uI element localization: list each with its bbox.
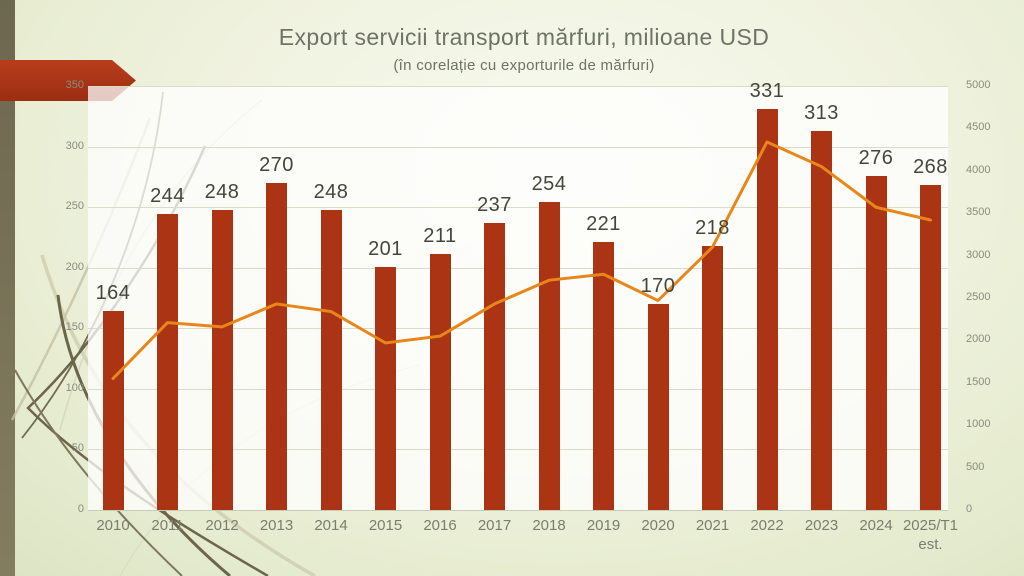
- x-axis-label: 2022: [750, 517, 784, 534]
- x-axis-label: 2012: [205, 517, 239, 534]
- right-axis-tick: 0: [966, 503, 973, 515]
- x-axis-label: 2015: [368, 517, 403, 534]
- bar-2010: [102, 311, 124, 510]
- x-axis-label: 2017: [477, 517, 512, 534]
- bar-value-label: 276: [858, 146, 894, 169]
- bar-value-label: 268: [913, 156, 948, 179]
- x-axis-label: 2023: [804, 517, 839, 534]
- bar-value-label: 331: [749, 80, 785, 103]
- left-axis-tick: 250: [65, 200, 84, 213]
- gridline: [88, 510, 948, 511]
- left-axis-tick: 200: [65, 260, 84, 273]
- x-axis-label: 2021: [695, 517, 730, 534]
- bar-2022: [756, 109, 778, 510]
- bar-value-label: 254: [531, 173, 567, 196]
- bar-value-label: 170: [640, 275, 676, 298]
- bar-value-label: 218: [695, 216, 730, 239]
- gridline: [88, 388, 948, 390]
- bar-value-label: 248: [204, 180, 240, 203]
- bar-2024: [865, 175, 887, 510]
- right-axis-tick: 2500: [966, 291, 991, 303]
- left-strip: [0, 0, 15, 576]
- bar-value-label: 164: [95, 282, 131, 305]
- left-axis-tick: 100: [65, 381, 84, 394]
- left-axis-tick: 50: [71, 442, 84, 455]
- x-axis-label: 2019: [586, 517, 621, 534]
- gridline: [88, 449, 948, 451]
- bar-2025/T1: [920, 185, 941, 510]
- bar-2015: [375, 266, 396, 510]
- x-axis-label: 2013: [259, 517, 294, 534]
- left-axis-tick: 300: [65, 139, 84, 152]
- bar-value-label: 313: [804, 101, 839, 124]
- bar-value-label: 221: [586, 213, 621, 236]
- bar-value-label: 237: [477, 193, 512, 216]
- x-axis-label: 2011: [151, 517, 184, 534]
- left-axis-tick: 350: [65, 79, 84, 91]
- bar-2013: [266, 182, 287, 510]
- right-axis-tick: 500: [966, 460, 985, 473]
- bar-2017: [484, 222, 505, 510]
- bar-value-label: 248: [313, 180, 349, 203]
- x-axis-label: 2014: [314, 517, 348, 534]
- title-block: Export servicii transport mărfuri, milio…: [112, 24, 936, 74]
- bar-value-label: 244: [150, 185, 185, 208]
- left-axis-tick: 0: [77, 503, 84, 515]
- bar-2019: [593, 242, 614, 510]
- bar-2021: [702, 245, 723, 510]
- bar-2018: [538, 202, 560, 510]
- x-axis-label: 2018: [532, 517, 566, 534]
- bar-2020: [647, 304, 669, 510]
- x-axis-label: 2024: [859, 517, 893, 534]
- bar-2023: [811, 130, 832, 510]
- bar-2016: [429, 254, 451, 510]
- right-axis-tick: 1500: [966, 375, 991, 388]
- x-axis-label: 2010: [96, 517, 130, 534]
- bar-value-label: 201: [368, 237, 403, 260]
- x-axis-label: 2025/T1 est.: [902, 517, 959, 553]
- chart-subtitle: (în corelație cu exporturile de mărfuri): [393, 57, 655, 74]
- bar-value-label: 211: [423, 225, 457, 248]
- x-axis-label: 2020: [641, 517, 675, 534]
- bar-2014: [320, 209, 342, 510]
- right-axis-tick: 1000: [966, 418, 991, 431]
- right-axis-tick: 3500: [966, 206, 991, 219]
- right-axis-tick: 2000: [966, 333, 991, 346]
- left-axis-tick: 150: [65, 321, 84, 334]
- x-axis-label: 2016: [423, 517, 457, 534]
- right-axis-tick: 3000: [966, 248, 991, 261]
- right-axis-tick: 4500: [966, 121, 991, 134]
- gridline: [88, 86, 948, 87]
- right-axis-tick: 4000: [966, 163, 991, 176]
- chart-title: Export servicii transport mărfuri, milio…: [278, 24, 770, 50]
- bar-2011: [157, 214, 178, 510]
- bar-2012: [211, 209, 233, 510]
- right-axis-tick: 5000: [966, 79, 991, 91]
- bar-value-label: 270: [259, 153, 294, 176]
